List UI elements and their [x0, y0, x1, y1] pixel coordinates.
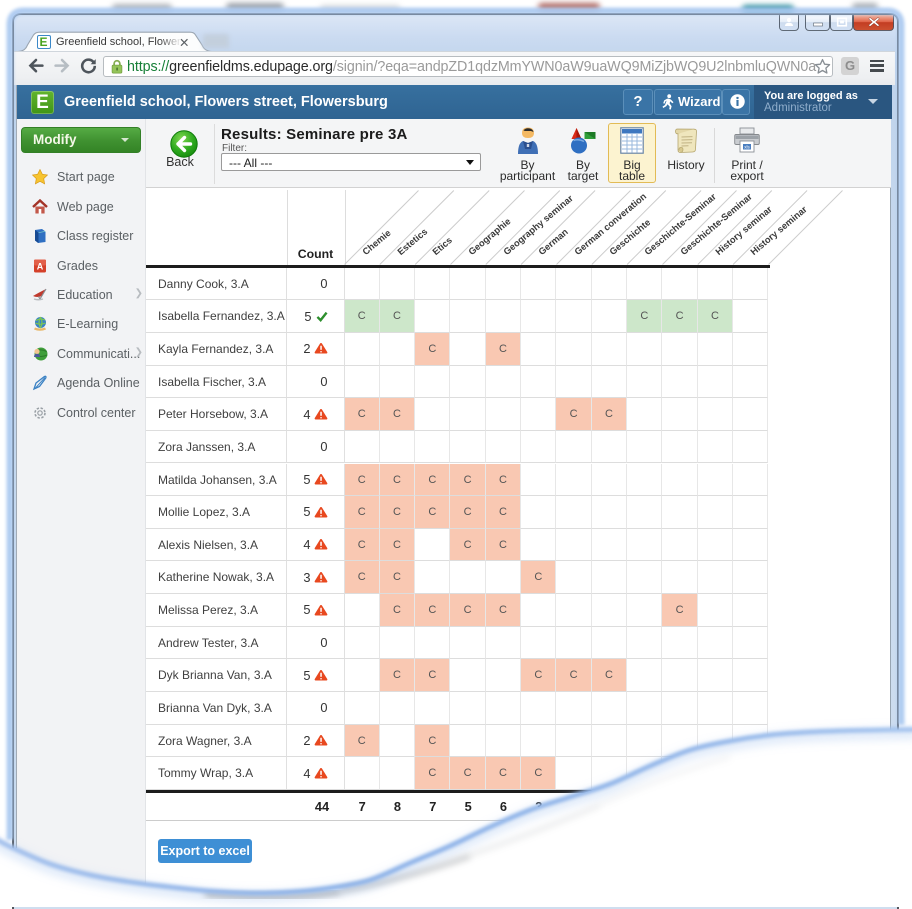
svg-text:A: A: [37, 261, 44, 271]
svg-text:xls: xls: [744, 145, 750, 150]
